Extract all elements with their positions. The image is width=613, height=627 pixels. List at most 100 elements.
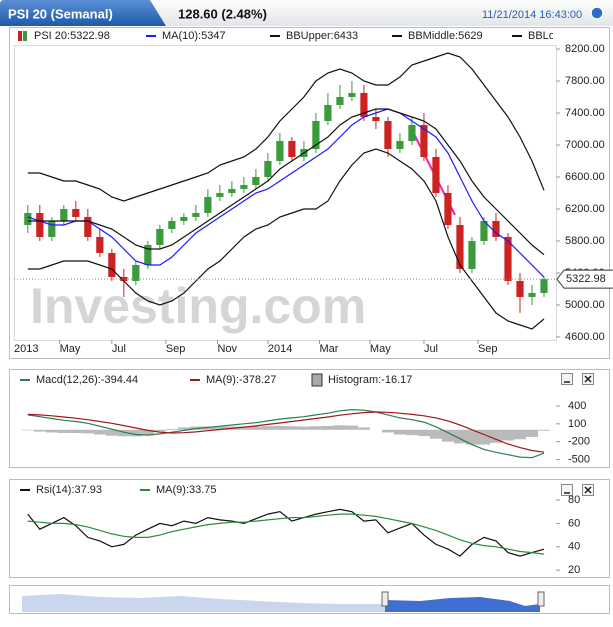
candle-body (144, 244, 152, 265)
histogram-bar (21, 429, 34, 431)
x-tick-label: Sep (166, 343, 186, 355)
navigator (9, 585, 610, 614)
panel-buttons (561, 373, 594, 496)
candle-body (108, 252, 116, 277)
x-tick-label: Nov (217, 343, 237, 355)
legend-label: Macd(12,26):-394.44 (36, 374, 138, 386)
histogram-bar (153, 429, 166, 432)
x-tick-label: 2013 (14, 343, 38, 355)
y-tick-label: 5800.00 (565, 235, 605, 247)
series-line (27, 411, 545, 453)
histogram-bar (525, 429, 538, 437)
histogram-bar (177, 427, 190, 430)
y-tick-label: 20 (568, 564, 580, 576)
y-tick-label: 100 (568, 418, 586, 430)
series-line (27, 408, 545, 459)
histogram-bar (441, 429, 454, 442)
candle-body (324, 104, 332, 121)
histogram-bar (57, 429, 70, 434)
button-glyphs (564, 486, 592, 494)
price-marker-label: 5322.98 (566, 273, 606, 285)
y-tick-label: 40 (568, 541, 580, 553)
legend-swatch (23, 31, 27, 41)
histogram-bar (537, 429, 550, 431)
legend-label: Histogram:-16.17 (328, 374, 412, 386)
price-marker-box (556, 269, 613, 289)
histogram-bar (489, 429, 502, 443)
histogram-bar (393, 429, 406, 435)
histogram-bar (213, 426, 226, 430)
legend: Macd(12,26):-394.44 MA(9):-378.27 Histogra… (20, 373, 412, 387)
histogram-bar (33, 429, 46, 432)
histogram-bar (345, 425, 358, 430)
histogram-bar (477, 429, 490, 445)
candle-body (312, 120, 320, 149)
candle-body (480, 220, 488, 241)
histogram-bar (429, 429, 442, 439)
candle-body (492, 220, 500, 237)
rsi-panel (9, 479, 610, 578)
histogram-bar (165, 428, 178, 430)
candle-body (360, 92, 368, 117)
candle-body (264, 160, 272, 177)
candle-body (372, 116, 380, 121)
navigator-handle[interactable] (381, 591, 389, 607)
navigator-area (22, 594, 385, 612)
candle-body (432, 156, 440, 193)
x-tick-label: May (370, 343, 391, 355)
candle-body (60, 208, 68, 221)
candle-body (276, 140, 284, 161)
legend-label: Rsi(14):37.93 (36, 484, 102, 496)
candle-body (192, 212, 200, 217)
histogram-bar (321, 425, 334, 430)
x-tick-label: Mar (320, 343, 339, 355)
x-tick-label: May (60, 343, 81, 355)
macd-panel (9, 369, 610, 468)
histogram-bar (129, 429, 142, 437)
candle-body (84, 216, 92, 237)
minimize-button[interactable] (561, 484, 573, 496)
histogram-bar (513, 429, 526, 440)
y-tick-label: 6600.00 (565, 171, 605, 183)
legend-label: BBUpper:6433 (286, 30, 358, 42)
plot-area (24, 52, 548, 330)
histogram-bar (237, 426, 250, 430)
y-tick-label: 80 (568, 494, 580, 506)
minimize-button[interactable] (561, 373, 573, 385)
y-tick-label: -500 (568, 453, 590, 465)
navigator-selected (385, 597, 540, 612)
y-tick-label: 7400.00 (565, 107, 605, 119)
candle-body (528, 292, 536, 297)
legend-label: MA(9):33.75 (156, 484, 217, 496)
candle-body (252, 176, 260, 185)
candle-body (228, 188, 236, 193)
legend-label: MA(9):-378.27 (206, 374, 276, 386)
series-line (27, 108, 545, 278)
candle-body (396, 140, 404, 149)
histogram-bar (249, 426, 262, 430)
candle-body (240, 184, 248, 189)
candle-body (216, 192, 224, 197)
title: PSI 20 (Semanal) (8, 6, 113, 21)
candle-body (504, 236, 512, 281)
candle-body (540, 279, 548, 293)
series-line (27, 52, 545, 202)
legend-label: BBMiddle:5629 (408, 30, 483, 42)
series-line (27, 108, 545, 256)
clock-icon[interactable] (590, 6, 604, 20)
candle-body (96, 236, 104, 253)
histogram-bar (297, 426, 310, 430)
histogram-bar (201, 426, 214, 430)
series-line (27, 148, 545, 330)
histogram-bar (105, 429, 118, 436)
series-line (27, 508, 545, 557)
legend-label: PSI 20:5322.98 (34, 30, 110, 42)
navigator-handle[interactable] (537, 591, 545, 607)
histogram-bar (69, 429, 82, 434)
histogram-bar (141, 429, 154, 435)
button-glyphs (564, 375, 592, 383)
candle-body (156, 228, 164, 245)
histogram-bar (45, 429, 58, 433)
